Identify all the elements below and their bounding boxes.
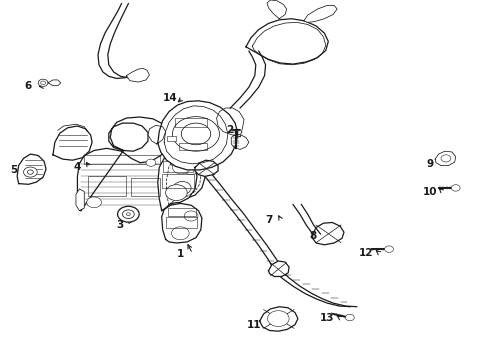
Circle shape [41, 81, 46, 85]
Circle shape [173, 181, 191, 194]
Circle shape [38, 79, 48, 86]
Text: 10: 10 [423, 186, 438, 197]
Polygon shape [231, 134, 249, 149]
Bar [131, 178, 160, 196]
Text: 3: 3 [117, 220, 123, 230]
Text: 6: 6 [25, 81, 32, 91]
Circle shape [184, 164, 198, 175]
Bar [88, 176, 126, 196]
Circle shape [172, 117, 220, 151]
Polygon shape [267, 0, 287, 19]
Bar [84, 155, 160, 164]
Polygon shape [304, 5, 337, 22]
Polygon shape [148, 125, 166, 144]
Text: 7: 7 [265, 215, 272, 225]
Circle shape [268, 311, 289, 327]
Polygon shape [246, 19, 328, 64]
Polygon shape [435, 151, 456, 166]
Text: 5: 5 [10, 165, 17, 175]
Circle shape [166, 185, 187, 201]
Polygon shape [17, 154, 46, 184]
Circle shape [181, 123, 211, 145]
Circle shape [345, 314, 354, 321]
Circle shape [122, 210, 134, 219]
Polygon shape [76, 189, 84, 211]
Circle shape [171, 158, 182, 167]
Polygon shape [158, 154, 197, 211]
Circle shape [172, 227, 189, 240]
Polygon shape [158, 101, 238, 170]
Text: 2: 2 [226, 125, 233, 135]
Polygon shape [200, 170, 282, 271]
Text: 13: 13 [320, 312, 335, 323]
Circle shape [146, 159, 156, 166]
Polygon shape [313, 222, 344, 245]
Bar [179, 143, 207, 150]
Text: 4: 4 [74, 162, 81, 172]
Bar [163, 161, 193, 172]
Bar [175, 118, 207, 127]
Text: 8: 8 [309, 231, 316, 241]
Polygon shape [162, 151, 205, 211]
Polygon shape [230, 51, 266, 108]
Circle shape [451, 185, 460, 191]
Text: 1: 1 [177, 249, 184, 259]
Polygon shape [217, 108, 244, 137]
Circle shape [24, 167, 37, 177]
Polygon shape [48, 80, 61, 86]
Circle shape [184, 211, 198, 221]
Polygon shape [53, 126, 92, 160]
Text: 11: 11 [246, 320, 261, 330]
Circle shape [87, 197, 101, 208]
Polygon shape [274, 271, 357, 307]
Circle shape [441, 155, 451, 162]
Bar [162, 174, 194, 188]
Text: 9: 9 [427, 159, 434, 169]
Bar [167, 136, 176, 141]
Circle shape [27, 170, 33, 174]
Bar [168, 208, 196, 216]
Polygon shape [269, 261, 289, 276]
Polygon shape [293, 204, 320, 234]
Bar [166, 217, 197, 228]
Polygon shape [126, 68, 149, 82]
Polygon shape [77, 117, 168, 211]
Circle shape [172, 161, 190, 174]
Polygon shape [98, 4, 141, 78]
Circle shape [385, 246, 393, 252]
Text: 12: 12 [359, 248, 374, 258]
Circle shape [126, 213, 130, 216]
Circle shape [118, 206, 139, 222]
Polygon shape [260, 307, 298, 331]
Text: 14: 14 [163, 93, 178, 103]
Polygon shape [195, 160, 218, 176]
Polygon shape [162, 203, 202, 243]
